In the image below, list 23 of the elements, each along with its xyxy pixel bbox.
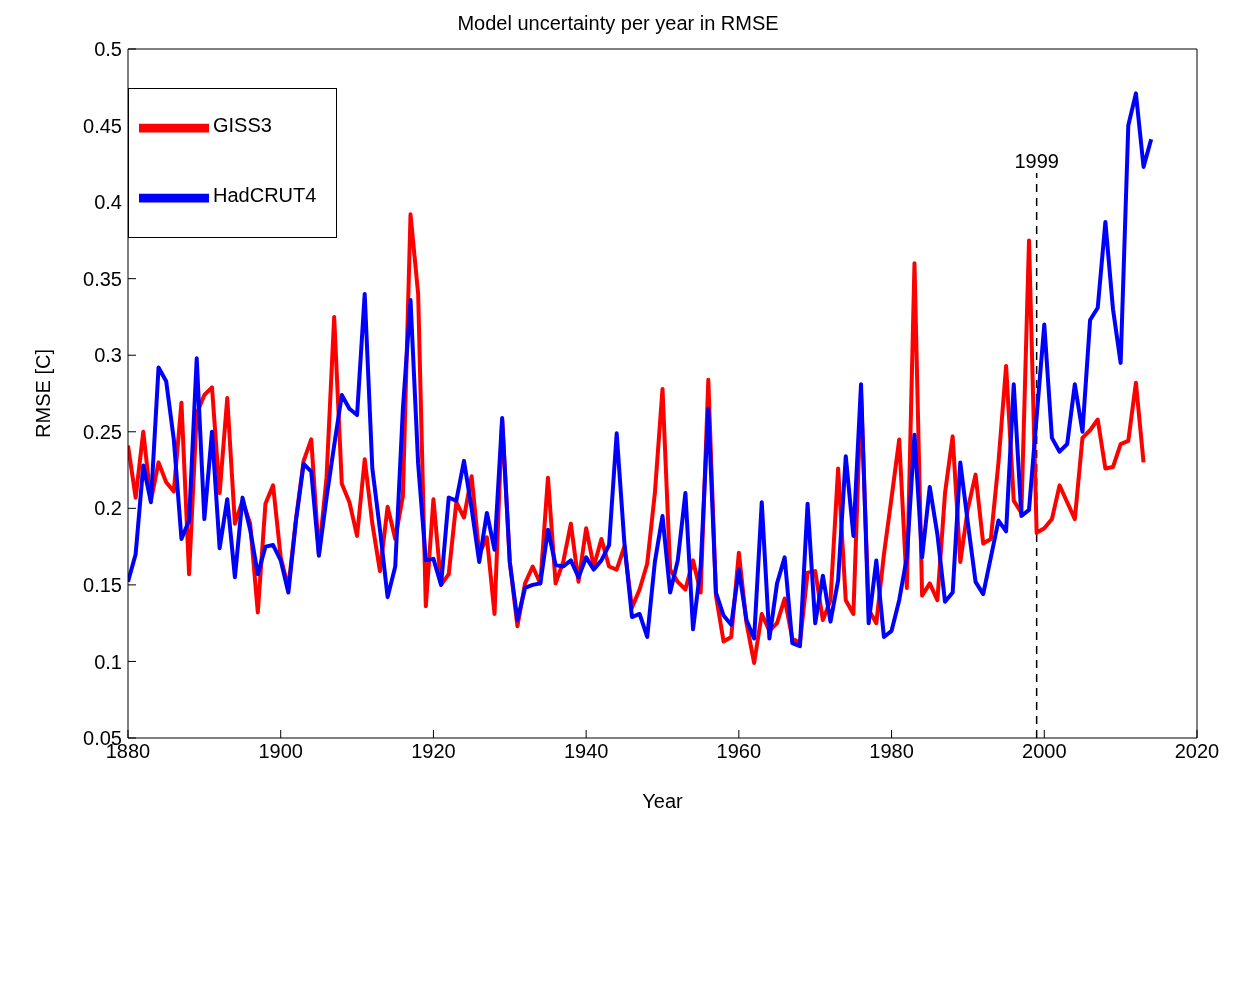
x-tick-label: 2020 <box>1174 740 1220 763</box>
x-tick-label: 1900 <box>258 740 303 763</box>
x-axis-title: Year <box>642 790 684 812</box>
x-tick-label: 1960 <box>716 740 762 763</box>
y-tick-label: 0.5 <box>94 38 122 61</box>
x-tick-label: 2000 <box>1022 740 1067 763</box>
y-tick-label: 0.2 <box>94 497 122 520</box>
line-series <box>128 91 1154 649</box>
y-tick-label: 0.3 <box>94 344 122 367</box>
chart-title: Model uncertainty per year in RMSE <box>456 11 780 36</box>
y-tick-label: 0.25 <box>83 420 122 443</box>
y-tick-label: 0.1 <box>94 650 122 673</box>
x-tick-label: 1940 <box>563 740 609 763</box>
y-tick-label: 0.15 <box>83 573 122 596</box>
y-tick-label: 0.4 <box>94 191 122 214</box>
y-axis-title: RMSE [C] <box>32 349 55 438</box>
x-tick-label: 1920 <box>411 740 456 763</box>
legend-label: GISS3 <box>213 114 272 137</box>
ref-line-label: 1999 <box>1014 150 1059 173</box>
y-tick-label: 0.45 <box>83 114 122 137</box>
y-tick-label: 0.35 <box>83 267 122 290</box>
x-tick-label: 1980 <box>869 740 914 763</box>
legend-label: HadCRUT4 <box>213 184 317 207</box>
